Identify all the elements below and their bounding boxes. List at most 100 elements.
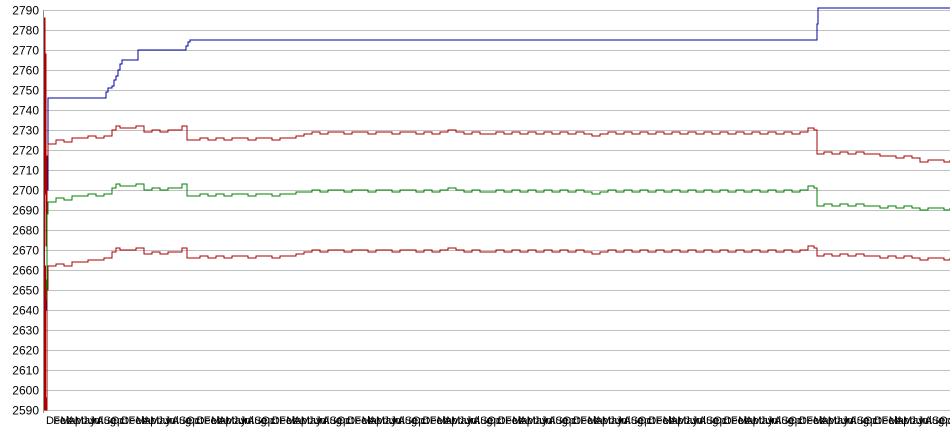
x-axis-tick-label: Jul <box>541 415 555 427</box>
data-series <box>43 7 950 411</box>
x-axis-tick-label: May <box>301 415 322 427</box>
x-axis-tick-label: Aug <box>172 415 192 427</box>
y-axis-tick-label: 2680 <box>12 224 39 238</box>
x-axis-tick-label: Jun <box>308 415 326 427</box>
y-axis-tick-label: 2630 <box>12 324 39 338</box>
x-axis-tick-label: Dec <box>724 415 744 427</box>
x-axis-tick-label: Dec <box>874 415 894 427</box>
x-axis-tick-label: May <box>677 415 698 427</box>
x-axis-tick-label: Jul <box>390 415 404 427</box>
x-axis-tick-label: Sep <box>631 415 651 427</box>
x-axis-tick-label: Jun <box>910 415 928 427</box>
x-axis-tick-label: Sep <box>555 415 575 427</box>
x-axis-tick-label: Aug <box>473 415 493 427</box>
x-axis-tick-label: Jun <box>835 415 853 427</box>
x-axis-tick-label: Jun <box>383 415 401 427</box>
x-axis-tick-label: Dec <box>573 415 593 427</box>
y-axis-labels: 2790 2780 2770 2760 2750 2740 2730 2720 2710 2700… <box>12 4 39 418</box>
x-axis-tick-label: Sep <box>932 415 950 427</box>
x-axis-tick-label: Aug <box>247 415 267 427</box>
x-axis-tick-label: Sep <box>857 415 877 427</box>
red-upper-line <box>43 17 950 411</box>
x-axis-tick-label: Apr <box>821 415 838 427</box>
x-axis-tick-label: May <box>451 415 472 427</box>
x-axis-tick-label: Sep <box>405 415 425 427</box>
x-axis-tick-label: Dec <box>46 415 66 427</box>
x-axis-tick-label: Sep <box>179 415 199 427</box>
x-axis-tick-label: Oct <box>638 415 655 427</box>
y-axis-tick-label: 2590 <box>12 404 39 418</box>
x-axis-tick-label: Apr <box>745 415 762 427</box>
x-axis-tick-label: May <box>753 415 774 427</box>
x-axis-tick-label: Sep <box>706 415 726 427</box>
x-axis-tick-label: Apr <box>519 415 536 427</box>
y-axis-tick-label: 2770 <box>12 44 39 58</box>
y-axis-tick-label: 2640 <box>12 304 39 318</box>
x-axis-tick-label: Feb <box>354 415 373 427</box>
x-axis-tick-label: Oct <box>864 415 881 427</box>
x-axis-tick-label: Feb <box>279 415 298 427</box>
x-axis-tick-label: Dec <box>799 415 819 427</box>
x-axis-tick-label: Mar <box>136 415 155 427</box>
x-axis-tick-label: Jul <box>89 415 103 427</box>
x-axis-tick-label: Jun <box>233 415 251 427</box>
x-axis-tick-label: Aug <box>925 415 945 427</box>
x-axis-tick-label: Mar <box>663 415 682 427</box>
x-axis-tick-label: Dec <box>197 415 217 427</box>
x-axis-tick-label: May <box>376 415 397 427</box>
x-axis-tick-label: Jun <box>609 415 627 427</box>
x-axis-tick-label: Jun <box>684 415 702 427</box>
x-axis-tick-label: Feb <box>53 415 72 427</box>
x-axis-tick-label: Apr <box>444 415 461 427</box>
x-axis-tick-label: May <box>75 415 96 427</box>
x-axis-tick-label: Oct <box>261 415 278 427</box>
x-axis-tick-label: Mar <box>588 415 607 427</box>
x-axis-tick-label: May <box>527 415 548 427</box>
y-axis-tick-label: 2660 <box>12 264 39 278</box>
y-axis-tick-label: 2700 <box>12 184 39 198</box>
x-axis-tick-label: Sep <box>104 415 124 427</box>
x-axis-tick-label: Aug <box>699 415 719 427</box>
x-axis-tick-label: Aug <box>624 415 644 427</box>
red-lower-line <box>44 245 950 411</box>
x-axis-tick-label: Jul <box>616 415 630 427</box>
x-axis-tick-label: May <box>150 415 171 427</box>
x-axis-tick-label: Jun <box>760 415 778 427</box>
green-middle-line <box>44 183 950 411</box>
x-axis-tick-label: May <box>602 415 623 427</box>
y-axis-tick-label: 2620 <box>12 344 39 358</box>
y-axis-tick-label: 2600 <box>12 384 39 398</box>
x-axis-tick-label: Feb <box>656 415 675 427</box>
x-axis-tick-label: Dec <box>498 415 518 427</box>
y-axis-tick-label: 2740 <box>12 104 39 118</box>
x-axis-tick-label: Dec <box>648 415 668 427</box>
y-axis-tick-label: 2760 <box>12 64 39 78</box>
x-axis-tick-label: Oct <box>487 415 504 427</box>
x-axis-tick-label: Mar <box>437 415 456 427</box>
y-axis-tick-label: 2690 <box>12 204 39 218</box>
x-axis-tick-label: Aug <box>398 415 418 427</box>
x-axis-tick-label: Aug <box>548 415 568 427</box>
x-axis-tick-label: Apr <box>68 415 85 427</box>
y-axis-tick-label: 2780 <box>12 24 39 38</box>
x-axis-tick-label: Apr <box>670 415 687 427</box>
x-axis-tick-label: Jun <box>82 415 100 427</box>
x-axis-tick-label: Mar <box>60 415 79 427</box>
x-axis-tick-label: Dec <box>272 415 292 427</box>
y-axis-tick-label: 2670 <box>12 244 39 258</box>
x-axis-tick-label: Mar <box>211 415 230 427</box>
y-axis-tick-label: 2730 <box>12 124 39 138</box>
y-axis-tick-label: 2750 <box>12 84 39 98</box>
x-axis-tick-label: Jul <box>692 415 706 427</box>
x-axis-tick-label: Jun <box>459 415 477 427</box>
x-axis-tick-label: Jun <box>157 415 175 427</box>
x-axis-tick-label: Sep <box>781 415 801 427</box>
x-axis-tick-label: Feb <box>806 415 825 427</box>
x-axis-tick-label: Apr <box>369 415 386 427</box>
y-axis-tick-label: 2710 <box>12 164 39 178</box>
x-axis-tick-label: Apr <box>294 415 311 427</box>
x-axis-tick-label: Oct <box>939 415 950 427</box>
x-axis-tick-label: Feb <box>505 415 524 427</box>
x-axis-tick-label: Apr <box>896 415 913 427</box>
